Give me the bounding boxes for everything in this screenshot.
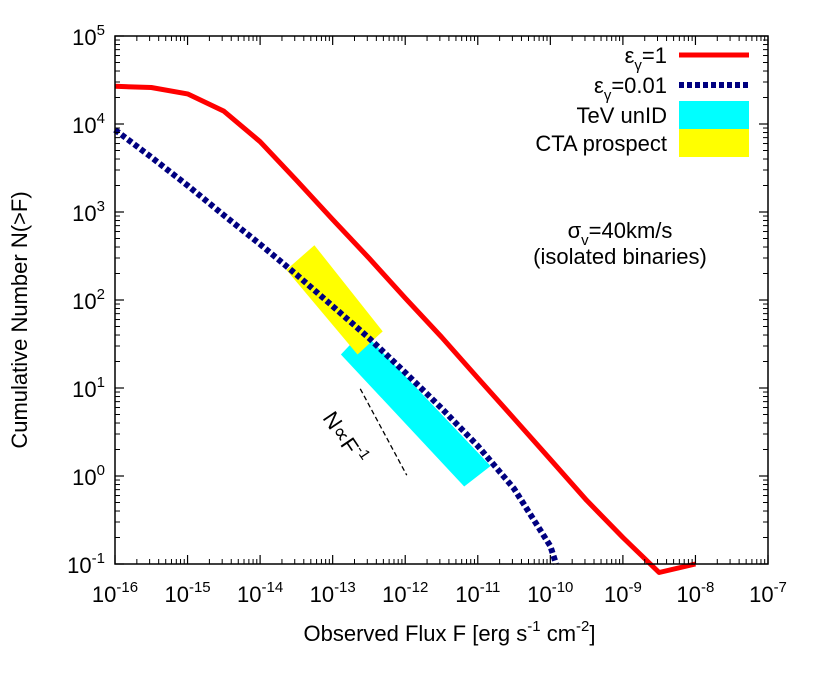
- x-tick-label-base: 10: [604, 582, 628, 607]
- legend-label-base: ε: [594, 73, 604, 98]
- x-tick-label-exp: -14: [262, 579, 284, 596]
- x-tick-label-exp: -11: [480, 579, 501, 596]
- x-axis-label: Observed Flux F [erg s-1 cm-2]: [303, 618, 595, 646]
- y-tick-label: 104: [72, 110, 105, 138]
- legend-label-base: ε: [625, 43, 635, 68]
- y-tick-label: 101: [72, 374, 105, 402]
- x-tick-label-base: 10: [92, 582, 116, 607]
- reference-slope-line-segment: [359, 388, 408, 476]
- annotation-isolated-binaries: (isolated binaries): [533, 244, 707, 269]
- x-axis-label-end: ]: [589, 621, 595, 646]
- x-tick-label-base: 10: [677, 582, 701, 607]
- reference-slope-line: [359, 388, 408, 476]
- x-tick-label-exp: -7: [774, 579, 787, 596]
- legend-entry-0: εγ=1: [625, 43, 749, 74]
- x-tick-label-exp: -16: [116, 579, 138, 596]
- legend-entry-2: TeV unID: [577, 101, 749, 129]
- x-tick-label: 10-7: [749, 579, 787, 607]
- y-tick-label-exp: 0: [97, 462, 105, 479]
- legend-label-sub: γ: [604, 87, 612, 104]
- y-tick-label-base: 10: [72, 465, 96, 490]
- band-tev-unid: [340, 331, 491, 487]
- legend-label: εγ=0.01: [594, 73, 667, 104]
- series-line-0: [114, 83, 696, 575]
- y-tick-label-exp: 5: [97, 22, 105, 39]
- series-line-1: [113, 127, 559, 565]
- y-tick-label-base: 10: [72, 25, 96, 50]
- x-tick-label: 10-14: [237, 579, 283, 607]
- legend-swatch-band: [679, 101, 749, 129]
- legend-label-rest: =0.01: [611, 73, 667, 98]
- legend-label-rest: =1: [642, 43, 667, 68]
- y-tick-label-base: 10: [72, 377, 96, 402]
- x-tick-label-exp: -12: [407, 579, 429, 596]
- x-tick-label: 10-10: [527, 579, 573, 607]
- x-tick-label-base: 10: [455, 582, 479, 607]
- legend-label: εγ=1: [625, 43, 667, 74]
- y-tick-label: 102: [72, 286, 105, 314]
- x-tick-label: 10-9: [604, 579, 642, 607]
- annotation-sigma: σv=40km/s: [568, 218, 673, 249]
- y-tick-label-exp: 3: [97, 198, 105, 215]
- y-tick-label-base: 10: [67, 553, 91, 578]
- y-tick-label-exp: 2: [97, 286, 105, 303]
- axis-ticks: [114, 35, 769, 565]
- x-tick-label: 10-11: [455, 579, 500, 607]
- legend-label: TeV unID: [577, 103, 668, 128]
- x-axis-label-mid: cm: [541, 621, 576, 646]
- series-lines: [113, 83, 696, 575]
- y-tick-label-base: 10: [72, 113, 96, 138]
- x-tick-label-exp: -10: [552, 579, 574, 596]
- x-tick-label-base: 10: [527, 582, 551, 607]
- x-axis-label-main: Observed Flux F [erg s: [303, 621, 527, 646]
- plot-frame: [114, 35, 769, 565]
- y-tick-label: 105: [72, 22, 105, 50]
- y-tick-label: 10-1: [67, 550, 105, 578]
- x-tick-labels: 10-16 10-15 10-14 10-13 10-12 10-11 10-10 10-9 1…: [92, 579, 787, 607]
- annotation-sigma-rest: =40km/s: [589, 218, 673, 243]
- legend-swatch-band: [679, 129, 749, 157]
- x-tick-label-exp: -13: [334, 579, 356, 596]
- x-tick-label: 10-13: [310, 579, 356, 607]
- annotation-sigma-base: σ: [568, 218, 582, 243]
- x-tick-label-exp: -15: [189, 579, 211, 596]
- y-tick-label-exp: 1: [97, 374, 105, 391]
- y-tick-label-exp: -1: [92, 550, 105, 567]
- y-tick-label-exp: 4: [97, 110, 105, 127]
- y-tick-label-base: 10: [72, 201, 96, 226]
- x-tick-label: 10-15: [164, 579, 210, 607]
- y-tick-label-base: 10: [72, 289, 96, 314]
- x-tick-label: 10-12: [382, 579, 428, 607]
- x-tick-label: 10-16: [92, 579, 138, 607]
- x-tick-label-base: 10: [310, 582, 334, 607]
- x-tick-label-base: 10: [382, 582, 406, 607]
- y-tick-label: 103: [72, 198, 105, 226]
- y-tick-label: 100: [72, 462, 105, 490]
- x-tick-label-exp: -8: [701, 579, 714, 596]
- x-tick-label-base: 10: [237, 582, 261, 607]
- x-tick-label: 10-8: [677, 579, 715, 607]
- reference-slope-label: N∝F-1: [318, 405, 374, 469]
- annotation-sigma-sub: v: [581, 232, 589, 249]
- legend-entry-3: CTA prospect: [535, 129, 749, 157]
- x-axis-label-sup1: -1: [527, 618, 540, 635]
- y-axis-label: Cumulative Number N(>F): [7, 191, 32, 448]
- legend-entry-1: εγ=0.01: [594, 73, 749, 104]
- x-tick-label-base: 10: [749, 582, 773, 607]
- legend-label: CTA prospect: [535, 131, 667, 156]
- x-tick-label-exp: -9: [628, 579, 641, 596]
- x-tick-label-base: 10: [164, 582, 188, 607]
- legend-label-sub: γ: [634, 57, 642, 74]
- x-axis-label-sup2: -2: [576, 618, 589, 635]
